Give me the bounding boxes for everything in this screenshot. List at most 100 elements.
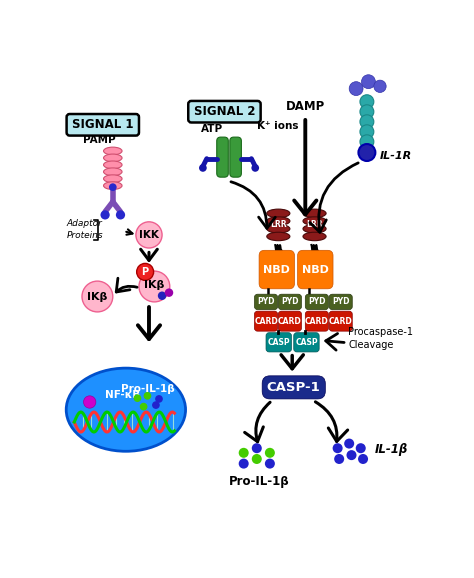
Ellipse shape <box>267 209 290 217</box>
Text: IL-1R: IL-1R <box>380 151 412 161</box>
Circle shape <box>360 95 374 109</box>
Text: CARD: CARD <box>254 317 278 325</box>
FancyBboxPatch shape <box>329 311 352 331</box>
Ellipse shape <box>103 181 122 190</box>
Text: CASP-1: CASP-1 <box>267 381 320 394</box>
FancyBboxPatch shape <box>294 333 319 352</box>
FancyBboxPatch shape <box>329 294 352 310</box>
Circle shape <box>109 183 117 191</box>
Text: NF-κB: NF-κB <box>105 390 140 400</box>
Text: PAMP: PAMP <box>82 135 115 145</box>
Ellipse shape <box>267 217 290 225</box>
Text: Pro-IL-1β: Pro-IL-1β <box>120 384 174 394</box>
Ellipse shape <box>103 147 122 155</box>
FancyBboxPatch shape <box>298 250 333 289</box>
Text: IKK: IKK <box>139 230 159 240</box>
Ellipse shape <box>103 168 122 176</box>
Circle shape <box>349 81 363 95</box>
FancyBboxPatch shape <box>278 294 301 310</box>
Text: CASP: CASP <box>267 338 290 347</box>
Text: Pro-IL-1β: Pro-IL-1β <box>229 475 290 488</box>
FancyBboxPatch shape <box>188 101 261 123</box>
FancyBboxPatch shape <box>255 294 278 310</box>
Circle shape <box>239 458 249 469</box>
Text: SIGNAL 1: SIGNAL 1 <box>72 118 134 131</box>
Circle shape <box>155 395 163 403</box>
FancyBboxPatch shape <box>66 114 139 136</box>
Circle shape <box>251 164 259 172</box>
Circle shape <box>82 281 113 312</box>
Circle shape <box>144 392 151 400</box>
Circle shape <box>360 135 374 149</box>
Circle shape <box>346 450 356 460</box>
Text: CARD: CARD <box>305 317 329 325</box>
Text: ATP: ATP <box>201 124 223 135</box>
Circle shape <box>158 291 166 300</box>
Text: K⁺ ions: K⁺ ions <box>257 121 298 131</box>
Circle shape <box>137 264 154 280</box>
Ellipse shape <box>303 209 326 217</box>
Circle shape <box>152 401 160 409</box>
FancyBboxPatch shape <box>266 333 292 352</box>
Text: CASP: CASP <box>295 338 318 347</box>
Circle shape <box>83 396 96 408</box>
Circle shape <box>265 458 275 469</box>
Circle shape <box>116 210 125 220</box>
Circle shape <box>100 210 109 220</box>
Circle shape <box>140 403 147 410</box>
Text: NBD: NBD <box>264 265 290 275</box>
Ellipse shape <box>267 232 290 240</box>
FancyBboxPatch shape <box>259 250 294 289</box>
Circle shape <box>360 115 374 129</box>
Text: LRR: LRR <box>306 220 323 229</box>
Ellipse shape <box>303 224 326 233</box>
Ellipse shape <box>103 175 122 183</box>
Circle shape <box>374 80 386 92</box>
Text: Adaptor
Proteins: Adaptor Proteins <box>66 220 103 239</box>
Text: PYD: PYD <box>332 298 349 306</box>
FancyBboxPatch shape <box>255 311 278 331</box>
Circle shape <box>358 454 368 464</box>
Text: IL-1β: IL-1β <box>374 443 408 456</box>
Circle shape <box>265 448 275 458</box>
Text: Procaspase-1
Cleavage: Procaspase-1 Cleavage <box>348 327 413 350</box>
FancyBboxPatch shape <box>217 137 228 177</box>
Circle shape <box>239 448 249 458</box>
FancyBboxPatch shape <box>305 294 328 310</box>
Circle shape <box>362 75 375 88</box>
Ellipse shape <box>66 368 185 451</box>
FancyBboxPatch shape <box>305 311 328 331</box>
Text: CARD: CARD <box>329 317 353 325</box>
Circle shape <box>134 394 141 402</box>
Circle shape <box>165 288 173 297</box>
Text: LRR: LRR <box>270 220 287 229</box>
Circle shape <box>333 443 343 453</box>
Ellipse shape <box>103 161 122 169</box>
Text: PYD: PYD <box>257 298 275 306</box>
Text: PYD: PYD <box>281 298 299 306</box>
Circle shape <box>136 222 162 248</box>
Circle shape <box>252 454 262 464</box>
Circle shape <box>356 443 366 453</box>
FancyBboxPatch shape <box>278 311 301 331</box>
Text: IKβ: IKβ <box>87 291 108 302</box>
Circle shape <box>139 271 170 302</box>
Ellipse shape <box>303 232 326 240</box>
Text: P: P <box>142 267 149 277</box>
Text: IKβ: IKβ <box>144 280 164 290</box>
Circle shape <box>334 454 344 464</box>
FancyBboxPatch shape <box>230 137 241 177</box>
Text: SIGNAL 2: SIGNAL 2 <box>194 105 255 118</box>
Text: DAMP: DAMP <box>286 100 325 113</box>
Circle shape <box>358 144 375 161</box>
Circle shape <box>344 439 354 449</box>
Ellipse shape <box>303 217 326 225</box>
Ellipse shape <box>103 154 122 162</box>
FancyBboxPatch shape <box>262 376 325 399</box>
Circle shape <box>360 105 374 118</box>
Text: NBD: NBD <box>302 265 329 275</box>
Circle shape <box>199 164 207 172</box>
Text: PYD: PYD <box>308 298 326 306</box>
Circle shape <box>360 125 374 139</box>
Text: CARD: CARD <box>278 317 302 325</box>
